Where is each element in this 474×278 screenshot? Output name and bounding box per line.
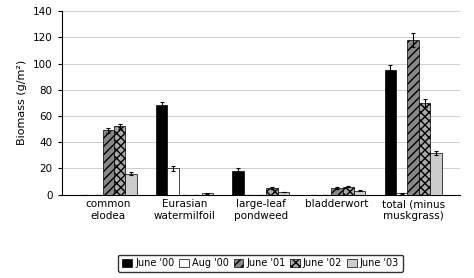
Bar: [156, 105, 167, 195]
Bar: [126, 174, 137, 195]
Bar: [407, 40, 419, 195]
Bar: [232, 171, 244, 195]
Bar: [278, 192, 289, 195]
Bar: [419, 103, 430, 195]
Bar: [430, 153, 442, 195]
Bar: [384, 70, 396, 195]
Bar: [331, 188, 343, 195]
Bar: [354, 191, 365, 195]
Y-axis label: Biomass (g/m²): Biomass (g/m²): [17, 60, 27, 145]
Bar: [266, 188, 278, 195]
Bar: [167, 168, 179, 195]
Bar: [343, 187, 354, 195]
Bar: [201, 193, 213, 195]
Bar: [102, 130, 114, 195]
Bar: [396, 193, 407, 195]
Legend: June '00, Aug '00, June '01, June '02, June '03: June '00, Aug '00, June '01, June '02, J…: [118, 254, 403, 272]
Bar: [114, 126, 126, 195]
